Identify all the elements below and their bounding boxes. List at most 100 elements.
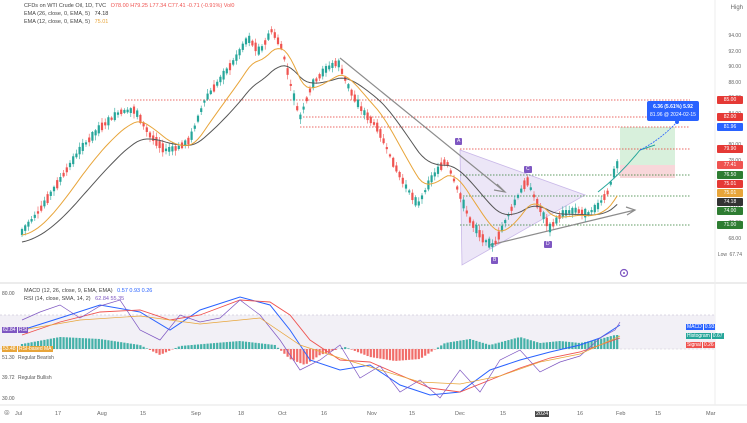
- timezone-icon[interactable]: ⦾: [4, 410, 10, 417]
- ema12-legend[interactable]: EMA (12, close, 0, EMA, 5) 75.01: [24, 18, 111, 26]
- symbol-title[interactable]: CFDs on WTI Crude Oil, 1D, TVC: [24, 3, 107, 9]
- histogram-bar: [142, 346, 145, 349]
- target-subtext: 81.96 @ 2024-02-15: [650, 112, 696, 118]
- price-tick: 94.00: [728, 33, 741, 39]
- candle-body: [465, 210, 468, 214]
- histogram-bar: [427, 349, 430, 354]
- oscillator-tag: Histogram 0.67: [686, 332, 724, 340]
- candle-body: [404, 184, 408, 189]
- candle-body: [104, 122, 107, 126]
- macd-histogram: [20, 335, 619, 365]
- candle-body: [187, 137, 190, 145]
- candle-body: [52, 186, 56, 192]
- histogram-bar: [216, 342, 219, 349]
- candle-body: [56, 180, 59, 189]
- target-callout[interactable]: 6.36 (5.61%) 5.92 81.96 @ 2024-02-15: [647, 101, 699, 121]
- candle-body: [331, 62, 334, 68]
- candle-body: [516, 194, 520, 198]
- candle-body: [472, 221, 475, 228]
- point-c-label: C: [524, 166, 532, 173]
- time-tick: Oct: [278, 411, 287, 417]
- histogram-bar: [46, 339, 49, 349]
- histogram-bar: [97, 338, 100, 349]
- osc-val-39: 39.72: [2, 375, 15, 381]
- histogram-bar: [292, 349, 296, 361]
- candle-body: [120, 109, 123, 115]
- histogram-bar: [270, 344, 273, 349]
- ema26-legend[interactable]: EMA (26, close, 0, EMA, 5) 74.18: [24, 10, 111, 18]
- candle-body: [459, 193, 462, 199]
- oscillator-tag-name: Signal: [686, 342, 702, 348]
- candle-body: [462, 199, 465, 209]
- histogram-bar: [446, 342, 449, 349]
- candle-body: [497, 231, 500, 240]
- time-tick: 18: [238, 411, 245, 417]
- candle-body: [257, 46, 260, 55]
- rsi-legend[interactable]: RSI (14, close, SMA, 14, 2) 62.84 55.35: [24, 295, 127, 303]
- histogram-bar: [347, 348, 350, 349]
- histogram-bar: [529, 340, 532, 349]
- point-d-label: D: [544, 241, 552, 248]
- candle-body: [200, 108, 203, 113]
- candle-body: [420, 195, 424, 200]
- histogram-bar: [424, 349, 427, 356]
- candle-body: [264, 40, 267, 45]
- histogram-bar: [123, 342, 126, 349]
- histogram-bar: [228, 341, 232, 349]
- candle-body: [273, 32, 276, 38]
- histogram-bar: [395, 349, 398, 361]
- histogram-bar: [238, 341, 241, 349]
- macd-legend[interactable]: MACD (12, 26, close, 9, EMA, EMA) 0.57 0…: [24, 287, 155, 295]
- candle-body: [350, 89, 353, 96]
- time-tick: Jul: [15, 411, 23, 417]
- candle-body: [232, 60, 235, 65]
- histogram-bar: [411, 349, 414, 360]
- candle-body: [174, 146, 177, 151]
- histogram-bar: [321, 349, 324, 355]
- histogram-bar: [315, 349, 318, 358]
- point-a-label: A: [455, 138, 463, 145]
- candle-body: [481, 234, 484, 243]
- candle-body: [449, 170, 452, 174]
- histogram-bar: [369, 349, 372, 358]
- candle-body: [504, 220, 507, 224]
- ema26-label: EMA (26, close, 0, EMA, 5): [24, 11, 91, 17]
- histogram-bar: [568, 341, 571, 349]
- candle-body: [206, 93, 209, 100]
- candle-body: [219, 76, 222, 83]
- candle-body: [545, 217, 548, 227]
- histogram-bar: [382, 349, 385, 360]
- candle-body: [385, 147, 388, 150]
- price-tick: 92.00: [728, 48, 741, 55]
- candle-body: [548, 223, 552, 233]
- histogram-bar: [488, 344, 491, 349]
- oscillator-tag: MACD 0.93: [686, 323, 716, 331]
- candle-body: [478, 230, 481, 238]
- histogram-bar: [334, 349, 337, 351]
- histogram-bar: [52, 338, 56, 349]
- histogram-bar: [494, 343, 497, 349]
- histogram-bar: [414, 349, 417, 360]
- candle-body: [356, 99, 360, 108]
- candle-body: [305, 97, 308, 102]
- histogram-bar: [296, 349, 299, 362]
- candle-body: [196, 115, 200, 122]
- histogram-bar: [548, 342, 552, 349]
- candle-body: [417, 201, 420, 206]
- price-level-label: 79.90: [717, 145, 743, 153]
- candle-body: [171, 146, 174, 152]
- histogram-bar: [40, 340, 43, 349]
- candle-body: [488, 238, 491, 248]
- candle-body: [395, 165, 398, 172]
- histogram-bar: [206, 343, 209, 349]
- candle-body: [88, 137, 91, 143]
- candle-body: [116, 112, 120, 115]
- histogram-bar: [516, 337, 520, 349]
- histogram-bar: [564, 341, 568, 349]
- candle-body: [164, 148, 168, 152]
- candle-body: [475, 225, 478, 234]
- ema12-line: [21, 48, 618, 236]
- candle-body: [564, 210, 568, 216]
- osc-val-30: 30.00: [2, 396, 15, 402]
